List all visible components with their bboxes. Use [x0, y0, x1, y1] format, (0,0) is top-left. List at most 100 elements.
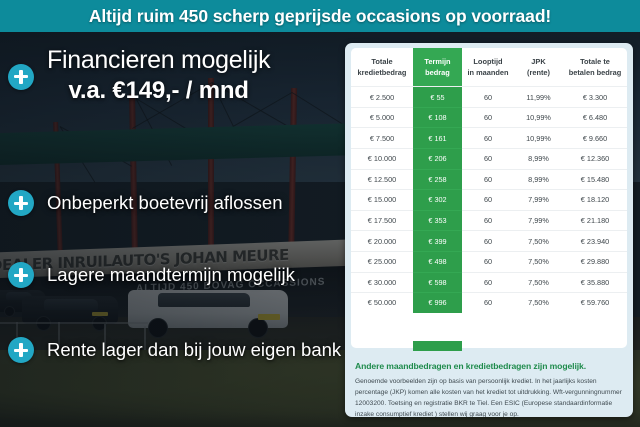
- rate-table-panel: Totale kredietbedrag Termijn bedrag Loop…: [351, 48, 627, 348]
- cell-jpk: 10,99%: [514, 127, 563, 149]
- header-line-1: Termijn: [424, 57, 451, 66]
- cell-termijnbedrag: € 206: [413, 148, 462, 170]
- table-row: € 17.500 € 353 60 7,99% € 21.180: [351, 209, 627, 231]
- plus-circle-icon: [8, 262, 34, 288]
- cell-kredietbedrag: € 25.000: [351, 250, 413, 273]
- cell-kredietbedrag: € 17.500: [351, 209, 413, 231]
- table-row: € 12.500 € 258 60 8,99% € 15.480: [351, 168, 627, 190]
- table-row: € 50.000 € 996 60 7,50% € 59.760: [351, 292, 627, 313]
- cell-totale-te-betalen: € 18.120: [563, 189, 627, 211]
- plus-circle-icon: [8, 190, 34, 216]
- cell-kredietbedrag: € 5.000: [351, 106, 413, 128]
- cell-jpk: 10,99%: [514, 106, 563, 128]
- header-line-1: Totale: [371, 57, 393, 66]
- cell-kredietbedrag: € 10.000: [351, 148, 413, 170]
- cell-termijnbedrag: € 399: [413, 230, 462, 252]
- cell-kredietbedrag: € 15.000: [351, 189, 413, 211]
- financing-table-card: Totale kredietbedrag Termijn bedrag Loop…: [345, 43, 633, 417]
- cell-kredietbedrag: € 50.000: [351, 292, 413, 313]
- cell-looptijd: 60: [462, 250, 514, 273]
- cell-termijnbedrag: € 353: [413, 209, 462, 231]
- table-row: € 10.000 € 206 60 8,99% € 12.360: [351, 148, 627, 170]
- table-row: € 15.000 € 302 60 7,99% € 18.120: [351, 189, 627, 211]
- cell-totale-te-betalen: € 15.480: [563, 168, 627, 190]
- cell-looptijd: 60: [462, 106, 514, 128]
- cell-totale-te-betalen: € 59.760: [563, 292, 627, 313]
- cell-totale-te-betalen: € 29.880: [563, 250, 627, 273]
- cell-jpk: 7,50%: [514, 250, 563, 273]
- cell-totale-te-betalen: € 23.940: [563, 230, 627, 252]
- card-footer: Andere maandbedragen en kredietbedragen …: [355, 361, 627, 417]
- cell-jpk: 11,99%: [514, 86, 563, 108]
- footer-heading: Andere maandbedragen en kredietbedragen …: [355, 361, 586, 371]
- cell-termijnbedrag: € 598: [413, 271, 462, 293]
- cell-totale-te-betalen: € 6.480: [563, 106, 627, 128]
- cell-jpk: 7,99%: [514, 189, 563, 211]
- cell-looptijd: 60: [462, 271, 514, 293]
- cell-looptijd: 60: [462, 230, 514, 252]
- cell-kredietbedrag: € 30.000: [351, 271, 413, 293]
- cell-looptijd: 60: [462, 189, 514, 211]
- header-line-2: kredietbedrag: [357, 68, 407, 78]
- feature-item-maandtermijn: Lagere maandtermijn mogelijk: [8, 262, 295, 288]
- footer-fine-print: Genoemde voorbeelden zijn op basis van p…: [355, 378, 622, 417]
- headline-lines: Financieren mogelijk v.a. €149,- / mnd: [47, 46, 271, 105]
- financing-rate-table: Totale kredietbedrag Termijn bedrag Loop…: [351, 48, 627, 313]
- cell-kredietbedrag: € 12.500: [351, 168, 413, 190]
- feature-item-rente: Rente lager dan bij jouw eigen bank: [8, 337, 341, 363]
- cell-termijnbedrag: € 498: [413, 250, 462, 273]
- cell-totale-te-betalen: € 3.300: [563, 86, 627, 108]
- feature-list: Financieren mogelijk v.a. €149,- / mnd O…: [0, 32, 348, 427]
- cell-termijnbedrag: € 108: [413, 106, 462, 128]
- feature-item-label: Lagere maandtermijn mogelijk: [47, 264, 295, 285]
- feature-item-aflossen: Onbeperkt boetevrij aflossen: [8, 190, 283, 216]
- promo-header-bar: Altijd ruim 450 scherp geprijsde occasio…: [0, 0, 640, 32]
- cell-looptijd: 60: [462, 127, 514, 149]
- cell-totale-te-betalen: € 9.660: [563, 127, 627, 149]
- column-header-totale-te-betalen: Totale te betalen bedrag: [563, 48, 627, 87]
- cell-looptijd: 60: [462, 148, 514, 170]
- column-header-termijnbedrag: Termijn bedrag: [413, 48, 462, 87]
- plus-circle-icon: [8, 63, 34, 90]
- cell-jpk: 7,99%: [514, 209, 563, 231]
- table-row: € 2.500 € 55 60 11,99% € 3.300: [351, 86, 627, 108]
- cell-termijnbedrag: € 55: [413, 86, 462, 108]
- cell-jpk: 8,99%: [514, 148, 563, 170]
- cell-totale-te-betalen: € 21.180: [563, 209, 627, 231]
- column-header-looptijd: Looptijd in maanden: [462, 48, 514, 87]
- cell-termijnbedrag: € 996: [413, 292, 462, 313]
- feature-headline-block: Financieren mogelijk v.a. €149,- / mnd: [8, 46, 271, 105]
- cell-totale-te-betalen: € 12.360: [563, 148, 627, 170]
- rate-table-body: € 2.500 € 55 60 11,99% € 3.300 € 5.000 € 108 60…: [351, 86, 627, 313]
- cell-kredietbedrag: € 2.500: [351, 86, 413, 108]
- cell-looptijd: 60: [462, 209, 514, 231]
- cell-looptijd: 60: [462, 86, 514, 108]
- header-line-1: Looptijd: [473, 57, 503, 66]
- cell-jpk: 7,50%: [514, 292, 563, 313]
- header-line-2: bedrag: [425, 68, 450, 78]
- headline-line-1: Financieren mogelijk: [47, 46, 271, 74]
- header-line-1: JPK: [531, 57, 546, 66]
- cell-kredietbedrag: € 20.000: [351, 230, 413, 252]
- promo-header-title: Altijd ruim 450 scherp geprijsde occasio…: [88, 5, 552, 26]
- headline-line-2: v.a. €149,- / mnd: [68, 77, 249, 104]
- cell-jpk: 8,99%: [514, 168, 563, 190]
- table-row: € 30.000 € 598 60 7,50% € 35.880: [351, 271, 627, 293]
- column-header-jpk: JPK (rente): [514, 48, 563, 87]
- header-line-2: (rente): [527, 68, 550, 78]
- cell-termijnbedrag: € 258: [413, 168, 462, 190]
- feature-item-label: Onbeperkt boetevrij aflossen: [47, 192, 283, 213]
- cell-jpk: 7,50%: [514, 271, 563, 293]
- cell-totale-te-betalen: € 35.880: [563, 271, 627, 293]
- table-row: € 25.000 € 498 60 7,50% € 29.880: [351, 250, 627, 273]
- table-header-row: Totale kredietbedrag Termijn bedrag Loop…: [351, 48, 627, 87]
- highlight-column-tail: [413, 341, 462, 351]
- header-line-2: betalen bedrag: [568, 68, 622, 78]
- header-line-2: in maanden: [467, 68, 509, 78]
- table-row: € 5.000 € 108 60 10,99% € 6.480: [351, 106, 627, 128]
- feature-item-label: Rente lager dan bij jouw eigen bank: [47, 339, 342, 360]
- cell-looptijd: 60: [462, 168, 514, 190]
- plus-circle-icon: [8, 337, 34, 363]
- header-line-1: Totale te: [580, 57, 610, 66]
- cell-looptijd: 60: [462, 292, 514, 313]
